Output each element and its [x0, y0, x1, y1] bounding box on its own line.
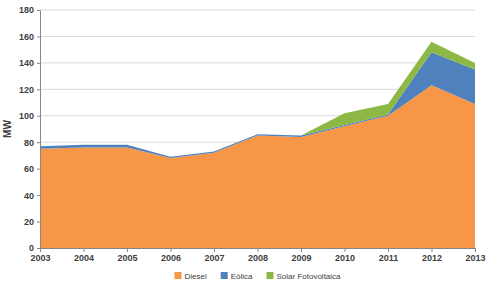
y-axis-line: [37, 11, 41, 249]
x-tick-label: 2005: [117, 253, 137, 263]
y-tick: 140: [19, 58, 40, 68]
y-tick-mark: [37, 63, 40, 64]
x-tick-mark: [127, 248, 128, 252]
x-tick-mark: [84, 248, 85, 252]
x-tick-label: 2011: [379, 253, 399, 263]
x-tick-mark: [475, 248, 476, 252]
y-tick: 40: [24, 190, 40, 200]
x-tick-label: 2003: [30, 253, 50, 263]
y-tick: 20: [24, 217, 40, 227]
area-1: [40, 52, 475, 158]
legend-swatch: [267, 272, 274, 279]
y-tick-label: 0: [29, 243, 34, 253]
x-tick-label: 2012: [422, 253, 442, 263]
legend-item: Solar Fotovoltaica: [267, 272, 342, 281]
x-axis-line: [41, 249, 476, 253]
x-tick: 2006: [161, 248, 181, 263]
y-tick: 120: [19, 85, 40, 95]
chart: 2003200420052006200720082009201020112012…: [0, 0, 497, 292]
y-tick: 180: [19, 5, 40, 15]
legend-swatch: [174, 272, 181, 279]
grid-line: [40, 62, 475, 63]
y-tick: 80: [24, 138, 40, 148]
y-tick-label: 40: [24, 190, 34, 200]
legend-label: Diesel: [184, 272, 206, 281]
legend: Diesel Eólica Solar Fotovoltaica: [174, 272, 341, 281]
x-tick-label: 2008: [248, 253, 268, 263]
x-tick-label: 2004: [74, 253, 94, 263]
areas: [40, 42, 475, 248]
x-tick: 2004: [74, 248, 94, 263]
legend-swatch: [221, 272, 228, 279]
y-tick-label: 160: [19, 32, 34, 42]
y-tick: 0: [29, 243, 40, 253]
x-tick: 2011: [379, 248, 399, 263]
legend-item: Eólica: [221, 272, 253, 281]
y-tick-mark: [37, 195, 40, 196]
x-tick-mark: [258, 248, 259, 252]
y-tick-mark: [37, 10, 40, 11]
y-tick-label: 20: [24, 217, 34, 227]
grid: [40, 10, 475, 248]
y-tick-mark: [37, 142, 40, 143]
y-tick-mark: [37, 222, 40, 223]
x-tick-mark: [388, 248, 389, 252]
x-tick-mark: [432, 248, 433, 252]
x-tick: 2010: [335, 248, 355, 263]
y-tick-mark: [37, 36, 40, 37]
y-tick-label: 120: [19, 85, 34, 95]
x-tick-label: 2006: [161, 253, 181, 263]
x-tick: 2009: [291, 248, 311, 263]
y-axis-title: MW: [2, 120, 13, 138]
x-tick: 2007: [204, 248, 224, 263]
x-tick-mark: [214, 248, 215, 252]
y-tick-mark: [37, 248, 40, 249]
x-tick-label: 2010: [335, 253, 355, 263]
x-tick-label: 2013: [465, 253, 485, 263]
legend-item: Diesel: [174, 272, 206, 281]
x-tick: 2008: [248, 248, 268, 263]
y-tick: 60: [24, 164, 40, 174]
y-tick-mark: [37, 116, 40, 117]
y-tick-label: 180: [19, 5, 34, 15]
x-tick-mark: [171, 248, 172, 252]
y-tick-label: 100: [19, 111, 34, 121]
area-2: [40, 42, 475, 157]
x-tick-label: 2007: [204, 253, 224, 263]
x-tick-label: 2009: [291, 253, 311, 263]
y-tick-label: 60: [24, 164, 34, 174]
grid-line: [40, 36, 475, 37]
x-tick: 2013: [465, 248, 485, 263]
y-tick-label: 140: [19, 58, 34, 68]
y-axis: 0 20 40 60 80 100 120 140 160 180: [19, 5, 41, 253]
y-tick: 160: [19, 32, 40, 42]
y-tick-mark: [37, 169, 40, 170]
x-tick-mark: [345, 248, 346, 252]
y-tick: 100: [19, 111, 40, 121]
y-tick-mark: [37, 89, 40, 90]
legend-label: Solar Fotovoltaica: [277, 272, 342, 281]
area-0: [40, 85, 475, 248]
y-tick-label: 80: [24, 138, 34, 148]
x-tick-mark: [301, 248, 302, 252]
x-tick: 2012: [422, 248, 442, 263]
legend-label: Eólica: [231, 272, 253, 281]
grid-line: [40, 10, 475, 11]
x-axis: 2003 2004 2005 2006 2007 2008 2009 2010 2011 2012…: [30, 248, 485, 263]
x-tick: 2005: [117, 248, 137, 263]
